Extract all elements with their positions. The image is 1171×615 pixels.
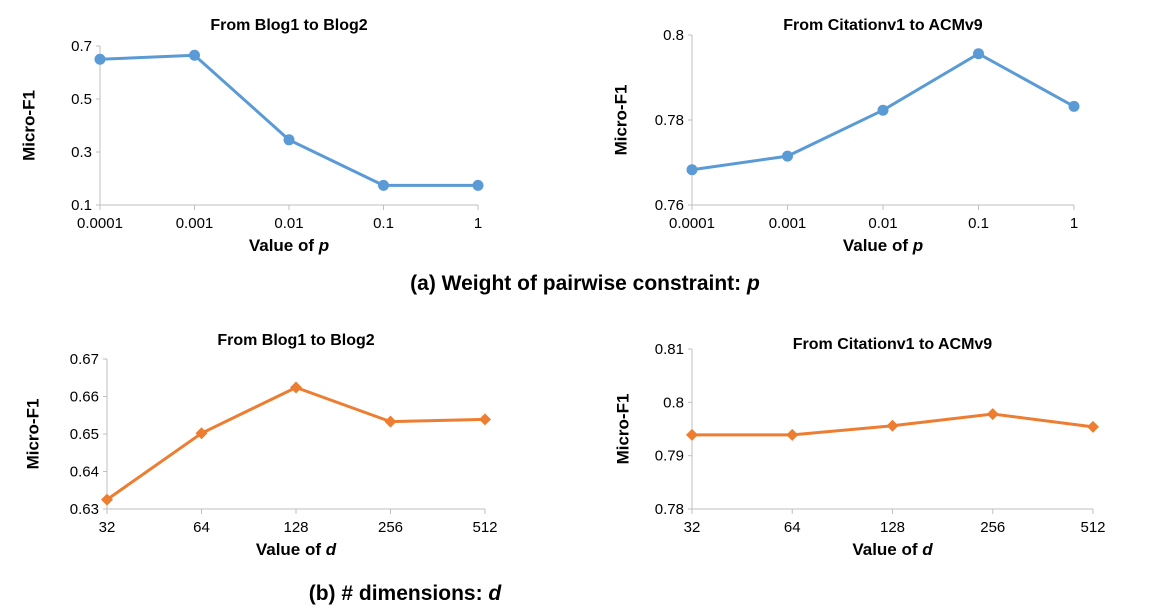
data-point: [1068, 100, 1080, 112]
x-tick-label: 0.001: [769, 215, 807, 232]
data-point: [782, 150, 793, 162]
data-point: [686, 164, 698, 176]
data-point: [283, 134, 295, 146]
y-tick-label: 0.65: [70, 426, 99, 443]
x-tick-label: 128: [880, 519, 905, 536]
x-tick-label: 32: [684, 519, 701, 536]
y-tick-label: 0.81: [655, 341, 684, 358]
y-tick-label: 0.3: [71, 144, 92, 161]
data-point: [986, 408, 999, 421]
y-tick-label: 0.1: [71, 197, 92, 214]
y-tick-label: 0.67: [70, 351, 99, 368]
caption-b: (b) # dimensions: d: [309, 582, 503, 605]
y-tick-label: 0.66: [70, 389, 99, 406]
x-tick-label: 1: [474, 215, 482, 232]
chart-title: From Blog1 to Blog2: [210, 17, 367, 34]
y-tick-label: 0.78: [655, 112, 684, 129]
x-tick-label: 512: [472, 519, 497, 536]
x-axis-label-var: d: [326, 540, 337, 559]
chart-1: 0.1 0.3 0.5 0.7 0.0001 0.001 0.01 0.1 1 From Blog…: [19, 17, 484, 255]
x-tick-label: 0.1: [968, 215, 989, 232]
data-point: [886, 419, 899, 432]
x-axis-label-var: p: [912, 236, 923, 255]
data-point: [786, 428, 799, 441]
x-tick-label: 256: [980, 519, 1005, 536]
y-tick-label: 0.78: [655, 501, 684, 518]
y-tick-label: 0.8: [663, 394, 684, 411]
x-axis-label: Value of p: [249, 236, 329, 255]
y-tick-label: 0.63: [70, 501, 99, 518]
data-point: [378, 179, 389, 191]
series-line: [99, 53, 478, 187]
chart-3: 0.63 0.64 0.65 0.66 0.67 32 64 128 256 512 From Bl…: [23, 332, 497, 559]
y-tick-label: 0.8: [663, 27, 684, 44]
chart-title: From Citationv1 to ACMv9: [783, 17, 983, 34]
x-tick-label: 512: [1080, 519, 1105, 536]
y-axis-label: Micro-F1: [23, 399, 42, 470]
chart-2: 0.76 0.78 0.8 0.0001 0.001 0.01 0.1 1 From Citat…: [611, 17, 1080, 255]
x-axis-label: Value of d: [256, 540, 337, 559]
x-tick-label: 64: [193, 519, 210, 536]
series-line: [106, 385, 486, 501]
y-tick-label: 0.79: [655, 448, 684, 465]
x-tick-label: 64: [784, 519, 801, 536]
data-point: [189, 49, 200, 61]
y-axis-label: Micro-F1: [611, 85, 630, 156]
x-axis-label-text: Value of: [249, 236, 319, 255]
chart-title: From Citationv1 to ACMv9: [793, 336, 993, 353]
y-tick-label: 0.5: [71, 91, 92, 108]
x-axis-label-text: Value of: [852, 540, 922, 559]
x-tick-label: 0.1: [373, 215, 394, 232]
caption-a: (a) Weight of pairwise constraint: p: [410, 272, 760, 295]
chart-title: From Blog1 to Blog2: [217, 332, 374, 349]
x-tick-label: 1: [1070, 215, 1078, 232]
x-tick-label: 0.0001: [77, 215, 123, 232]
y-axis-label: Micro-F1: [19, 90, 38, 161]
x-axis-label-var: d: [922, 540, 933, 559]
x-tick-label: 0.001: [176, 215, 214, 232]
data-point: [195, 427, 208, 440]
x-axis-label: Value of p: [843, 236, 923, 255]
data-point: [101, 493, 113, 506]
x-tick-label: 0.01: [868, 215, 897, 232]
data-point: [1087, 420, 1099, 433]
x-axis-label-var: p: [318, 236, 329, 255]
x-tick-label: 128: [283, 519, 308, 536]
data-point: [686, 428, 698, 441]
x-tick-label: 0.0001: [669, 215, 715, 232]
data-point: [94, 53, 106, 65]
x-tick-label: 0.01: [274, 215, 303, 232]
x-axis-label-text: Value of: [256, 540, 326, 559]
y-axis-label: Micro-F1: [613, 394, 632, 465]
x-axis-label-text: Value of: [843, 236, 913, 255]
data-point: [290, 381, 302, 394]
data-point: [973, 48, 984, 60]
x-axis-label: Value of d: [852, 540, 933, 559]
data-point: [384, 415, 397, 428]
data-point: [479, 413, 491, 426]
x-tick-label: 256: [378, 519, 403, 536]
y-tick-label: 0.7: [71, 38, 92, 55]
y-tick-label: 0.64: [70, 464, 99, 481]
data-point: [472, 179, 484, 191]
chart-4: 0.78 0.79 0.8 0.81 32 64 128 256 512 From Citatio…: [613, 336, 1105, 559]
data-point: [877, 104, 889, 116]
x-tick-label: 32: [99, 519, 116, 536]
y-tick-label: 0.76: [655, 197, 684, 214]
